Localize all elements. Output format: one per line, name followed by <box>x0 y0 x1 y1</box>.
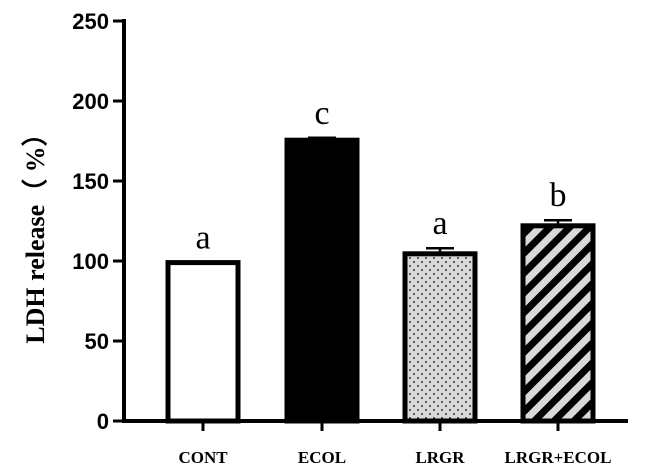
y-axis-label: LDH release（ %） <box>21 120 50 343</box>
bar-lrgr <box>402 251 478 424</box>
significance-label: a <box>432 205 447 242</box>
y-tick-label: 100 <box>72 249 109 274</box>
bar-ecol <box>284 137 360 424</box>
y-tick-label: 200 <box>72 89 109 114</box>
bar-cont <box>165 260 241 424</box>
x-category-label: ECOL <box>298 448 346 467</box>
significance-label: b <box>550 177 567 214</box>
bar-lrgr-ecol <box>520 223 596 424</box>
x-category-label: CONT <box>178 448 228 467</box>
y-tick-label: 250 <box>72 9 109 34</box>
y-tick-label: 0 <box>97 409 109 434</box>
plot-area: 0 50 100 150 200 250 a CONT c ECOL a LRGR b LRGR+ECOL <box>72 9 628 467</box>
significance-label: c <box>314 95 329 132</box>
significance-label: a <box>195 220 210 257</box>
x-category-label: LRGR <box>415 448 465 467</box>
y-tick-label: 50 <box>85 329 109 354</box>
y-tick-label: 150 <box>72 169 109 194</box>
x-category-label: LRGR+ECOL <box>505 448 612 467</box>
